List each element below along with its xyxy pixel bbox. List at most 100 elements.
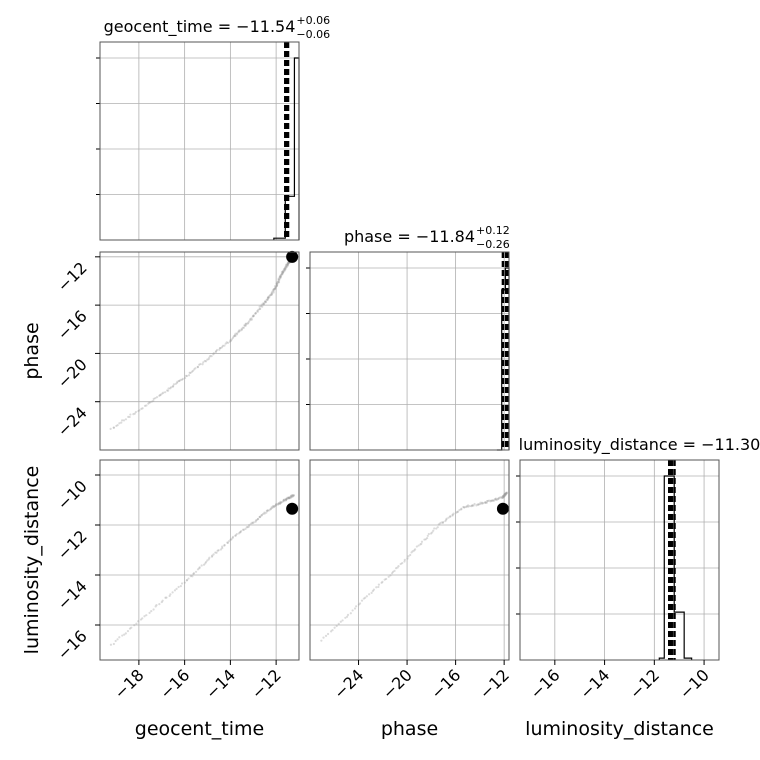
- sample-point: [341, 619, 344, 622]
- sample-point: [268, 509, 271, 512]
- sample-point: [155, 604, 158, 607]
- sample-point: [505, 492, 508, 495]
- sample-point: [496, 498, 499, 501]
- sample-point: [270, 292, 273, 295]
- sample-point: [118, 636, 121, 639]
- sample-point: [471, 504, 474, 507]
- sample-point: [227, 540, 231, 543]
- sample-point: [266, 509, 269, 512]
- sample-point: [204, 562, 207, 565]
- sample-point: [137, 620, 140, 623]
- sample-point: [285, 498, 288, 501]
- sample-point: [372, 588, 376, 591]
- sample-point: [258, 307, 261, 311]
- sample-point: [154, 397, 157, 400]
- sample-point: [274, 504, 277, 507]
- x-tick-label: −16: [526, 665, 563, 702]
- sample-point: [240, 327, 243, 330]
- sample-point: [277, 280, 280, 283]
- sample-point: [277, 501, 280, 505]
- sample-point: [489, 499, 493, 502]
- sample-point: [240, 529, 243, 533]
- sample-point: [460, 507, 463, 510]
- sample-point: [187, 374, 191, 377]
- sample-point: [413, 549, 416, 552]
- sample-point: [234, 534, 237, 537]
- sample-point: [207, 358, 210, 361]
- y-tick-label: −16: [54, 626, 91, 663]
- sample-point: [247, 525, 250, 528]
- sample-point: [218, 346, 222, 350]
- sample-point: [230, 338, 233, 341]
- sample-point: [263, 512, 266, 515]
- sample-point: [174, 382, 177, 385]
- sample-point: [242, 326, 245, 329]
- x-tick-label: −20: [379, 665, 416, 702]
- sample-point: [503, 495, 506, 498]
- sample-point: [275, 284, 278, 287]
- sample-point: [231, 536, 234, 540]
- sample-point: [143, 615, 146, 618]
- sample-point: [271, 290, 274, 293]
- sample-point: [432, 529, 435, 532]
- sample-point: [256, 518, 260, 521]
- sample-point: [262, 302, 266, 305]
- sample-point: [500, 495, 503, 499]
- sample-point: [258, 305, 261, 308]
- sample-point: [286, 263, 289, 266]
- sample-point: [503, 494, 507, 497]
- sample-point: [130, 626, 133, 629]
- sample-point: [406, 557, 409, 560]
- sample-point: [201, 363, 204, 366]
- sample-point: [452, 512, 455, 515]
- sample-point: [393, 569, 396, 572]
- sample-point: [500, 496, 503, 500]
- sample-point: [272, 505, 276, 509]
- sample-point: [116, 424, 119, 427]
- sample-point: [234, 534, 237, 537]
- sample-point: [355, 605, 358, 608]
- sample-point: [228, 340, 232, 343]
- sample-point: [241, 528, 245, 531]
- sample-point: [109, 427, 112, 430]
- panel-title: phase = −11.84 +0.12−0.26: [344, 224, 510, 251]
- sample-point: [281, 273, 284, 276]
- sample-point: [265, 509, 268, 513]
- sample-point: [501, 496, 505, 499]
- sample-point: [494, 497, 498, 500]
- sample-point: [252, 314, 255, 317]
- sample-point: [189, 371, 192, 375]
- sample-point: [377, 583, 381, 586]
- sample-point: [264, 300, 268, 303]
- sample-point: [160, 600, 163, 604]
- sample-point: [290, 496, 293, 499]
- sample-point: [247, 321, 250, 324]
- sample-point: [202, 563, 206, 566]
- sample-point: [403, 558, 406, 561]
- sample-point: [225, 341, 228, 344]
- sample-point: [272, 288, 275, 291]
- sample-point: [231, 535, 235, 538]
- sample-point: [502, 494, 505, 498]
- sample-point: [484, 501, 487, 504]
- sample-point: [150, 610, 153, 613]
- sample-point: [244, 324, 247, 327]
- sample-point: [322, 636, 325, 639]
- sample-point: [497, 497, 500, 500]
- sample-point: [466, 505, 470, 508]
- sample-point: [260, 304, 263, 308]
- sample-point: [264, 301, 267, 304]
- sample-point: [273, 288, 276, 291]
- sample-point: [150, 400, 153, 403]
- sample-point: [503, 493, 507, 496]
- sample-point: [204, 560, 208, 564]
- panel-scatter-phase-luminosity_distance: [309, 459, 510, 661]
- sample-point: [331, 629, 334, 632]
- sample-point: [280, 272, 284, 275]
- sample-point: [499, 496, 502, 499]
- sample-point: [139, 618, 143, 621]
- sample-point: [337, 622, 340, 625]
- sample-point: [383, 578, 386, 581]
- sample-point: [458, 508, 461, 512]
- sample-point: [279, 275, 282, 278]
